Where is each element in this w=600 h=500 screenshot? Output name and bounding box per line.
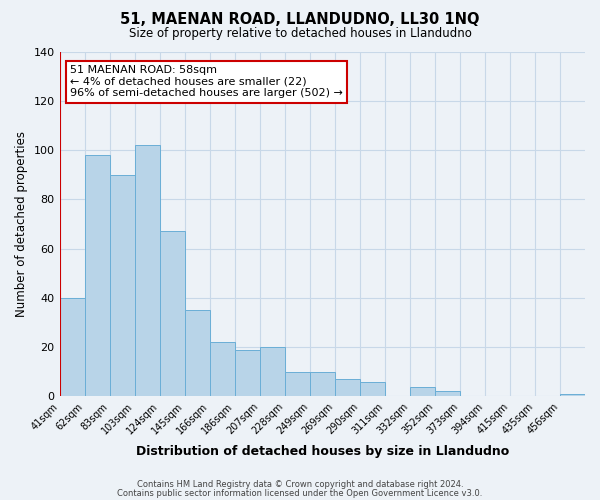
Text: Size of property relative to detached houses in Llandudno: Size of property relative to detached ho… bbox=[128, 28, 472, 40]
Text: Contains public sector information licensed under the Open Government Licence v3: Contains public sector information licen… bbox=[118, 488, 482, 498]
Text: 51, MAENAN ROAD, LLANDUDNO, LL30 1NQ: 51, MAENAN ROAD, LLANDUDNO, LL30 1NQ bbox=[120, 12, 480, 28]
Bar bbox=[235, 350, 260, 397]
Text: 51 MAENAN ROAD: 58sqm
← 4% of detached houses are smaller (22)
96% of semi-detac: 51 MAENAN ROAD: 58sqm ← 4% of detached h… bbox=[70, 66, 343, 98]
Bar bbox=[435, 392, 460, 396]
Text: Contains HM Land Registry data © Crown copyright and database right 2024.: Contains HM Land Registry data © Crown c… bbox=[137, 480, 463, 489]
Bar bbox=[59, 298, 85, 396]
Bar bbox=[260, 347, 285, 397]
Y-axis label: Number of detached properties: Number of detached properties bbox=[15, 131, 28, 317]
Bar bbox=[285, 372, 310, 396]
Bar bbox=[209, 342, 235, 396]
Bar bbox=[85, 155, 110, 396]
Bar bbox=[560, 394, 585, 396]
Bar bbox=[360, 382, 385, 396]
X-axis label: Distribution of detached houses by size in Llandudno: Distribution of detached houses by size … bbox=[136, 444, 509, 458]
Bar bbox=[185, 310, 209, 396]
Bar bbox=[410, 386, 435, 396]
Bar bbox=[134, 145, 160, 397]
Bar bbox=[110, 174, 134, 396]
Bar bbox=[335, 379, 360, 396]
Bar bbox=[310, 372, 335, 396]
Bar bbox=[160, 232, 185, 396]
